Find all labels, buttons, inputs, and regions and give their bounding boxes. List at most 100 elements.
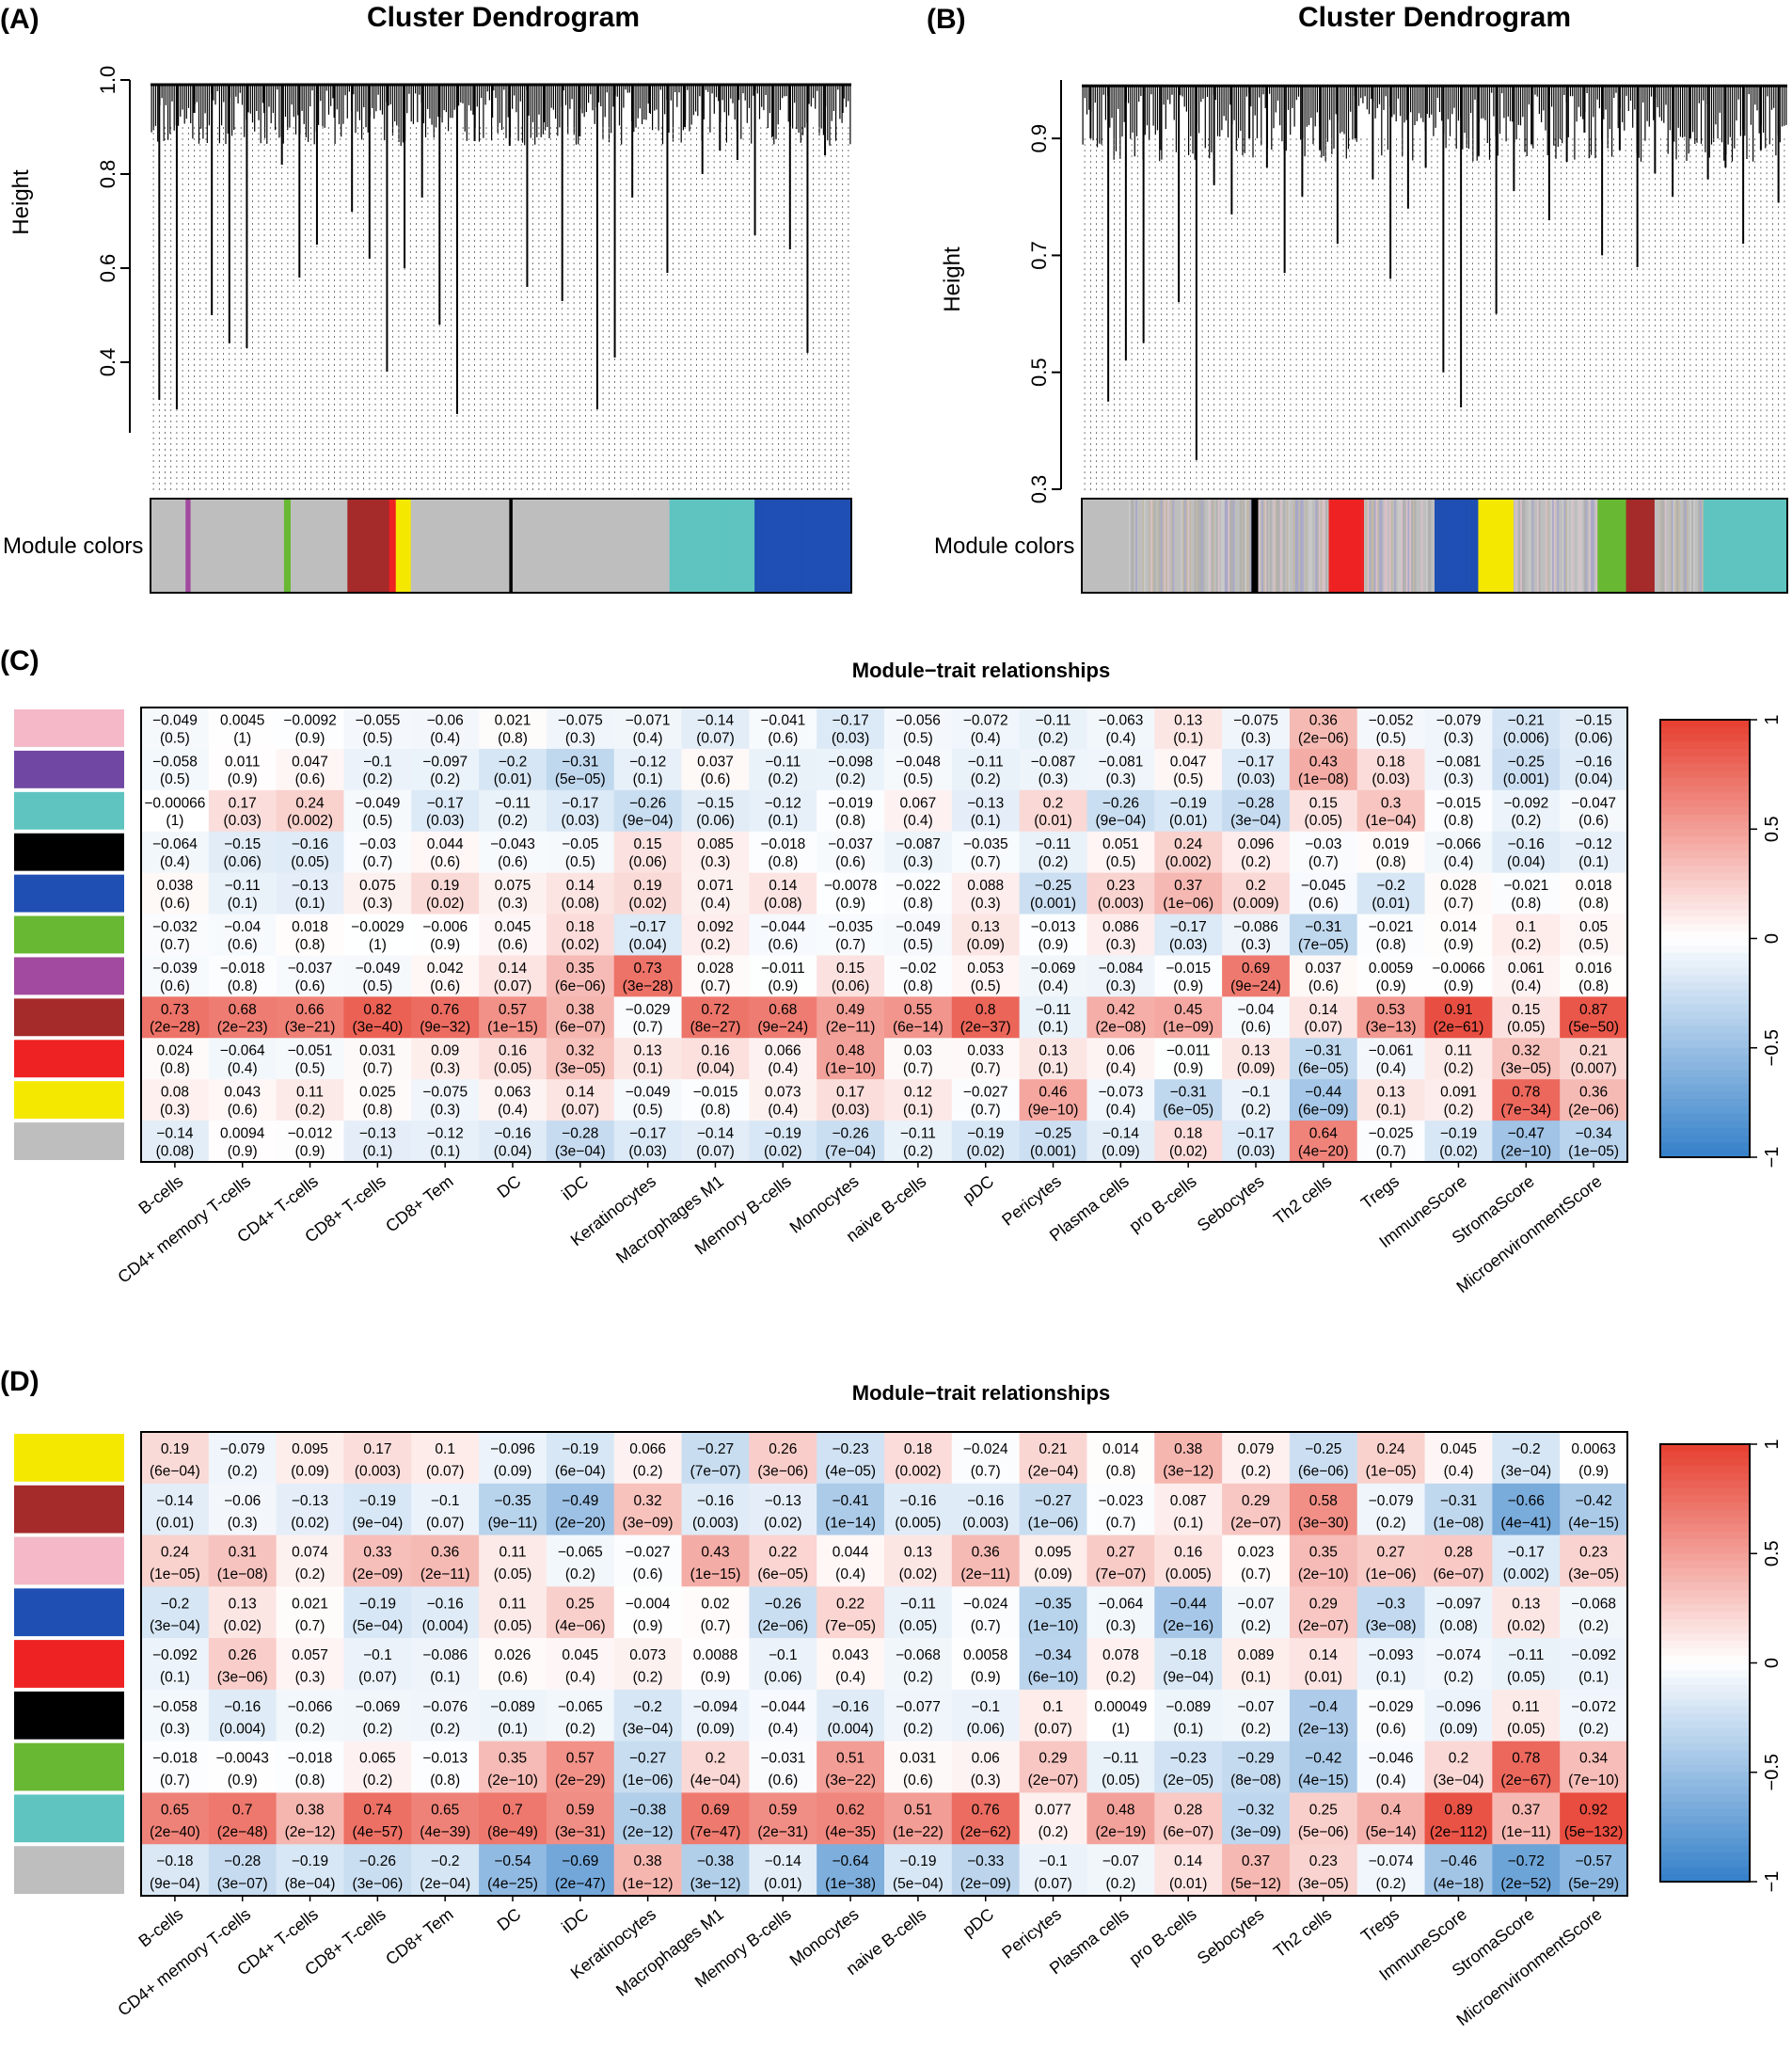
module-color-strip [587, 499, 591, 593]
module-color-strip [157, 499, 160, 593]
module-color-strip [210, 499, 214, 593]
module-color-strip [434, 499, 436, 593]
module-color-strip [1661, 499, 1664, 593]
module-color-strip [632, 499, 635, 593]
cell-correlation: −0.03 [359, 836, 396, 852]
cell-correlation: −0.06 [224, 1493, 261, 1509]
cell-correlation: −0.089 [1166, 1699, 1211, 1715]
module-color-strip [1427, 499, 1431, 593]
module-color-strip [194, 499, 197, 593]
colorbar-step [1660, 1105, 1750, 1115]
heatmap-cell [1492, 1483, 1561, 1536]
module-color-strip [267, 499, 270, 593]
cell-pvalue: (0.4) [1376, 1773, 1406, 1789]
module-color-strip [379, 499, 382, 593]
heatmap-cell [1424, 748, 1493, 791]
module-color-strip [727, 499, 731, 593]
cell-pvalue: (0.4) [1444, 854, 1474, 870]
colorbar-step [1660, 895, 1750, 903]
module-color-strip [1483, 499, 1486, 593]
module-color-strip [246, 499, 250, 593]
module-color-strip [192, 499, 195, 593]
module-color-strip [1545, 499, 1548, 593]
heatmap-cell [1222, 1038, 1291, 1080]
module-color-strip [1118, 499, 1121, 593]
cell-correlation: 0.13 [229, 1596, 257, 1612]
module-color-strip [757, 499, 761, 593]
cell-correlation: 0.25 [566, 1596, 595, 1612]
cell-pvalue: (0.02) [426, 896, 465, 912]
cell-pvalue: (0.6) [1308, 978, 1339, 994]
module-color-strip [185, 499, 188, 593]
module-color-strip [218, 499, 222, 593]
cell-correlation: −0.31 [1440, 1493, 1477, 1509]
cell-correlation: −0.1 [363, 1647, 392, 1663]
colorbar-step [1660, 1451, 1750, 1460]
heatmap-cell [546, 831, 615, 874]
heatmap-cell [546, 1844, 615, 1897]
heatmap-cell [681, 1121, 750, 1163]
heatmap-cell [951, 1483, 1021, 1536]
module-color-strip [420, 499, 423, 593]
cell-pvalue: (0.2) [1511, 813, 1541, 829]
cell-correlation: −0.17 [832, 712, 868, 728]
module-color-strip [1542, 499, 1545, 593]
cell-pvalue: (0.05) [1102, 1773, 1140, 1789]
heatmap-cell [1289, 1121, 1358, 1163]
module-color-strip [837, 499, 841, 593]
cell-pvalue: (0.9) [1444, 978, 1474, 994]
module-color-strip [619, 499, 622, 593]
colorbar-step [1660, 1011, 1750, 1020]
heatmap-cell [1289, 1844, 1358, 1897]
cell-pvalue: (0.7) [971, 1618, 1001, 1634]
cell-correlation: 0.66 [295, 1002, 324, 1018]
module-color-strip [742, 499, 746, 593]
cell-correlation: −0.022 [896, 878, 941, 894]
cell-pvalue: (0.8) [1578, 978, 1609, 994]
heatmap-cell [1424, 1079, 1493, 1121]
cell-correlation: −0.19 [1170, 795, 1207, 811]
module-color-strip [1318, 499, 1322, 593]
heatmap-cell [749, 1079, 817, 1121]
cell-correlation: −0.00066 [144, 795, 205, 811]
module-color-strip [1281, 499, 1284, 593]
module-color-strip [766, 499, 769, 593]
heatmap-cell [411, 748, 480, 791]
heatmap-cell [1356, 996, 1426, 1039]
module-color-strip [1730, 499, 1733, 593]
heatmap-cell [1289, 831, 1358, 874]
heatmap-cell [208, 1432, 278, 1485]
module-color-strip [612, 499, 615, 593]
cell-correlation: 0.053 [967, 961, 1004, 977]
module-color-strip [250, 499, 253, 593]
heatmap-cell [951, 955, 1021, 997]
leaf-guides [152, 127, 849, 493]
colorbar-step [1660, 1575, 1750, 1583]
heatmap-cell [411, 1432, 480, 1485]
cell-pvalue: (0.1) [362, 1143, 392, 1159]
module-color-strip [1088, 499, 1091, 593]
module-color-strip [1521, 499, 1525, 593]
module-color-strip [1197, 499, 1200, 593]
module-color-strip [686, 499, 689, 593]
cell-correlation: 0.13 [1377, 1085, 1405, 1101]
colorbar-step [1660, 1641, 1750, 1649]
cell-correlation: −0.28 [562, 1126, 598, 1142]
heatmap-cell [749, 1483, 817, 1536]
cell-correlation: 0.91 [1444, 1002, 1472, 1018]
module-color-strip [600, 499, 604, 593]
cell-pvalue: (4e−15) [1298, 1773, 1349, 1789]
heatmap-cell [1019, 914, 1087, 956]
heatmap-cell [681, 1534, 750, 1587]
cell-pvalue: (0.9) [1376, 978, 1406, 994]
module-swatch [14, 833, 124, 871]
module-color-strip [179, 499, 182, 593]
cell-pvalue: (3e−13) [1366, 1020, 1417, 1036]
heatmap-cell [1560, 914, 1628, 956]
heatmap-cell [1289, 1079, 1358, 1121]
module-color-strip [315, 499, 318, 593]
cell-correlation: 0.38 [634, 1853, 662, 1869]
module-color-strip [1262, 499, 1266, 593]
cell-correlation: −0.28 [224, 1853, 261, 1869]
heatmap-cell [613, 1689, 683, 1742]
